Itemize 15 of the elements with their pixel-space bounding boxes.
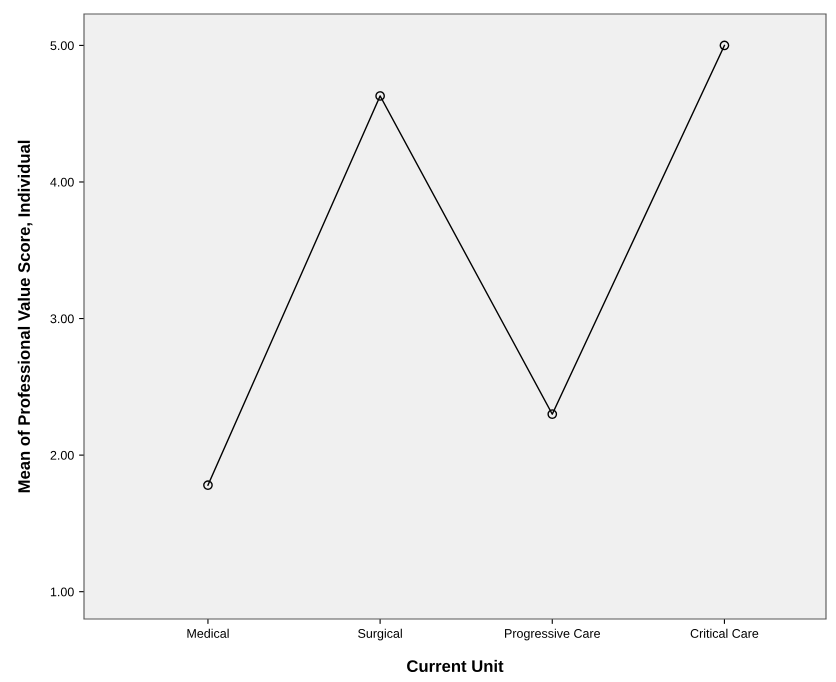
y-tick-label: 1.00 — [50, 587, 74, 596]
point — [203, 480, 213, 490]
y-axis-title: Mean of Professional Value Score, Individual — [18, 140, 32, 492]
x-tick-label: Surgical — [358, 628, 402, 640]
x-axis-title: Current Unit — [407, 660, 504, 672]
y-tick-label: 5.00 — [50, 41, 74, 50]
point — [375, 91, 385, 101]
x-tick-label: Progressive Care — [505, 628, 600, 640]
x-tick-label: Medical — [187, 628, 229, 638]
y-tick-label: 3.00 — [50, 314, 74, 324]
y-tick-label: 4.00 — [50, 178, 74, 187]
y-tick-label: 2.00 — [50, 450, 74, 460]
point — [720, 40, 730, 50]
point — [547, 409, 558, 420]
x-tick-label: Critical Care — [690, 628, 758, 638]
